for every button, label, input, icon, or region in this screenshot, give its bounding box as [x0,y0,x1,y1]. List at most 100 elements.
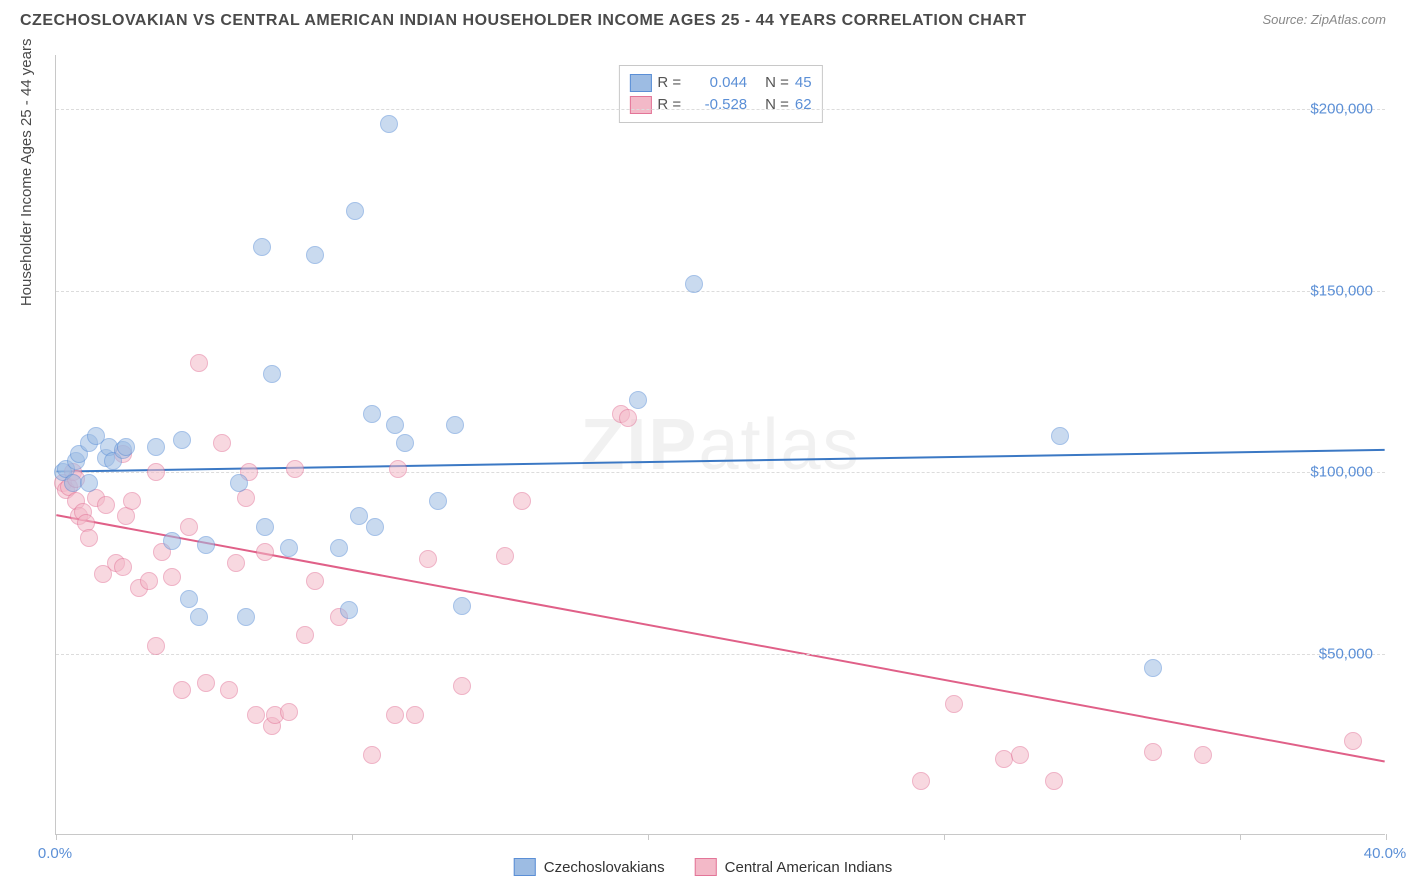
x-tick-mark [56,834,57,840]
scatter-point-blue [80,474,98,492]
scatter-point-pink [227,554,245,572]
scatter-point-blue [363,405,381,423]
scatter-point-blue [396,434,414,452]
scatter-point-blue [197,536,215,554]
scatter-point-blue [306,246,324,264]
scatter-point-pink [912,772,930,790]
scatter-point-pink [306,572,324,590]
scatter-point-blue [280,539,298,557]
n-value-blue: 45 [795,72,812,94]
y-axis-title: Householder Income Ages 25 - 44 years [18,39,35,307]
scatter-point-pink [256,543,274,561]
r-value-pink: -0.528 [687,94,747,116]
scatter-point-pink [247,706,265,724]
scatter-point-blue [346,202,364,220]
gridline [56,109,1385,110]
scatter-point-pink [1011,746,1029,764]
gridline [56,291,1385,292]
legend-label-pink: Central American Indians [725,859,893,876]
swatch-icon [514,858,536,876]
scatter-point-blue [190,608,208,626]
scatter-point-blue [380,115,398,133]
scatter-point-blue [429,492,447,510]
scatter-point-pink [286,460,304,478]
scatter-point-pink [173,681,191,699]
scatter-point-blue [180,590,198,608]
legend-item-pink: Central American Indians [695,858,893,876]
scatter-point-pink [1144,743,1162,761]
scatter-point-blue [350,507,368,525]
scatter-point-pink [1045,772,1063,790]
scatter-point-blue [1051,427,1069,445]
scatter-point-pink [213,434,231,452]
swatch-icon [629,96,651,114]
scatter-point-blue [446,416,464,434]
scatter-point-blue [386,416,404,434]
y-tick-label: $50,000 [1319,645,1373,662]
scatter-point-pink [1344,732,1362,750]
source-label: Source: ZipAtlas.com [1262,12,1386,27]
n-value-pink: 62 [795,94,812,116]
scatter-point-pink [114,558,132,576]
scatter-point-pink [163,568,181,586]
scatter-point-blue [453,597,471,615]
scatter-point-pink [386,706,404,724]
x-tick-mark [1386,834,1387,840]
scatter-point-blue [237,608,255,626]
scatter-point-pink [220,681,238,699]
scatter-point-blue [147,438,165,456]
scatter-point-pink [80,529,98,547]
x-tick-mark [1240,834,1241,840]
correlation-legend: R = 0.044 N = 45 R = -0.528 N = 62 [618,65,822,123]
scatter-point-blue [253,238,271,256]
scatter-point-blue [173,431,191,449]
scatter-point-blue [230,474,248,492]
scatter-point-pink [363,746,381,764]
scatter-point-blue [629,391,647,409]
x-tick-mark [648,834,649,840]
scatter-point-pink [406,706,424,724]
swatch-icon [629,74,651,92]
chart-container: CZECHOSLOVAKIAN VS CENTRAL AMERICAN INDI… [0,0,1406,892]
series-legend: Czechoslovakians Central American Indian… [514,858,893,876]
x-tick-mark [944,834,945,840]
scatter-point-blue [117,438,135,456]
r-value-blue: 0.044 [687,72,747,94]
scatter-point-pink [1194,746,1212,764]
scatter-point-pink [496,547,514,565]
scatter-point-pink [190,354,208,372]
scatter-point-pink [147,637,165,655]
x-tick-label-min: 0.0% [38,845,72,862]
scatter-point-pink [280,703,298,721]
scatter-point-pink [995,750,1013,768]
scatter-point-pink [197,674,215,692]
scatter-point-pink [453,677,471,695]
scatter-point-blue [340,601,358,619]
chart-title: CZECHOSLOVAKIAN VS CENTRAL AMERICAN INDI… [20,12,1027,30]
scatter-point-blue [1144,659,1162,677]
scatter-point-pink [180,518,198,536]
scatter-point-blue [685,275,703,293]
scatter-point-blue [256,518,274,536]
scatter-point-blue [330,539,348,557]
scatter-point-blue [64,474,82,492]
scatter-point-blue [263,365,281,383]
legend-item-blue: Czechoslovakians [514,858,665,876]
scatter-point-pink [389,460,407,478]
scatter-point-pink [945,695,963,713]
scatter-point-blue [366,518,384,536]
scatter-point-pink [140,572,158,590]
x-tick-label-max: 40.0% [1364,845,1406,862]
y-tick-label: $150,000 [1310,282,1373,299]
scatter-point-blue [163,532,181,550]
y-tick-label: $100,000 [1310,464,1373,481]
y-tick-label: $200,000 [1310,101,1373,118]
scatter-point-pink [123,492,141,510]
plot-area: ZIPatlas R = 0.044 N = 45 R = -0.528 N =… [55,55,1385,835]
scatter-point-pink [419,550,437,568]
correlation-row-blue: R = 0.044 N = 45 [629,72,811,94]
correlation-row-pink: R = -0.528 N = 62 [629,94,811,116]
gridline [56,654,1385,655]
scatter-point-pink [513,492,531,510]
legend-label-blue: Czechoslovakians [544,859,665,876]
